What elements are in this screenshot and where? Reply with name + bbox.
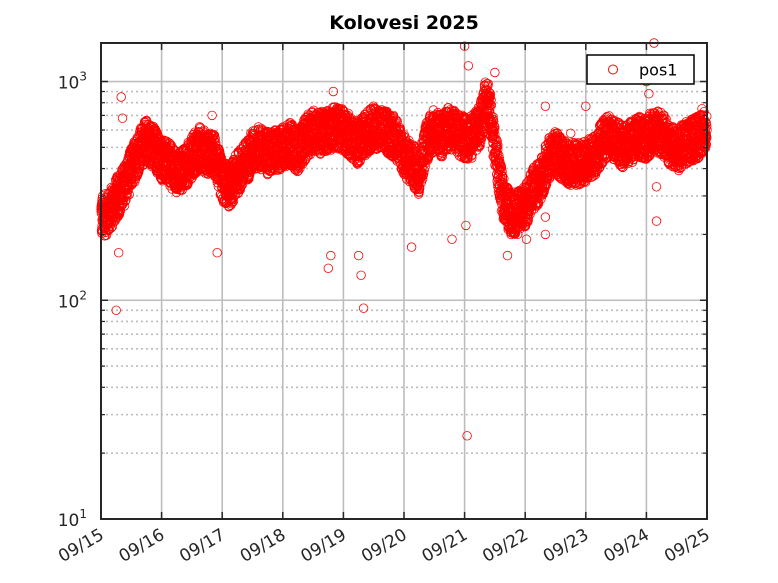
data-point bbox=[209, 130, 220, 141]
data-point bbox=[124, 182, 135, 192]
data-point bbox=[210, 133, 220, 144]
data-point bbox=[106, 223, 116, 233]
data-point bbox=[237, 179, 248, 190]
data-point bbox=[235, 185, 246, 195]
data-point bbox=[124, 189, 134, 200]
data-points bbox=[96, 38, 712, 441]
data-point bbox=[104, 224, 115, 235]
data-point bbox=[119, 201, 130, 211]
data-point bbox=[101, 230, 112, 240]
data-point bbox=[122, 191, 132, 201]
data-point bbox=[209, 134, 219, 145]
data-point bbox=[228, 196, 239, 206]
data-point bbox=[121, 195, 131, 205]
